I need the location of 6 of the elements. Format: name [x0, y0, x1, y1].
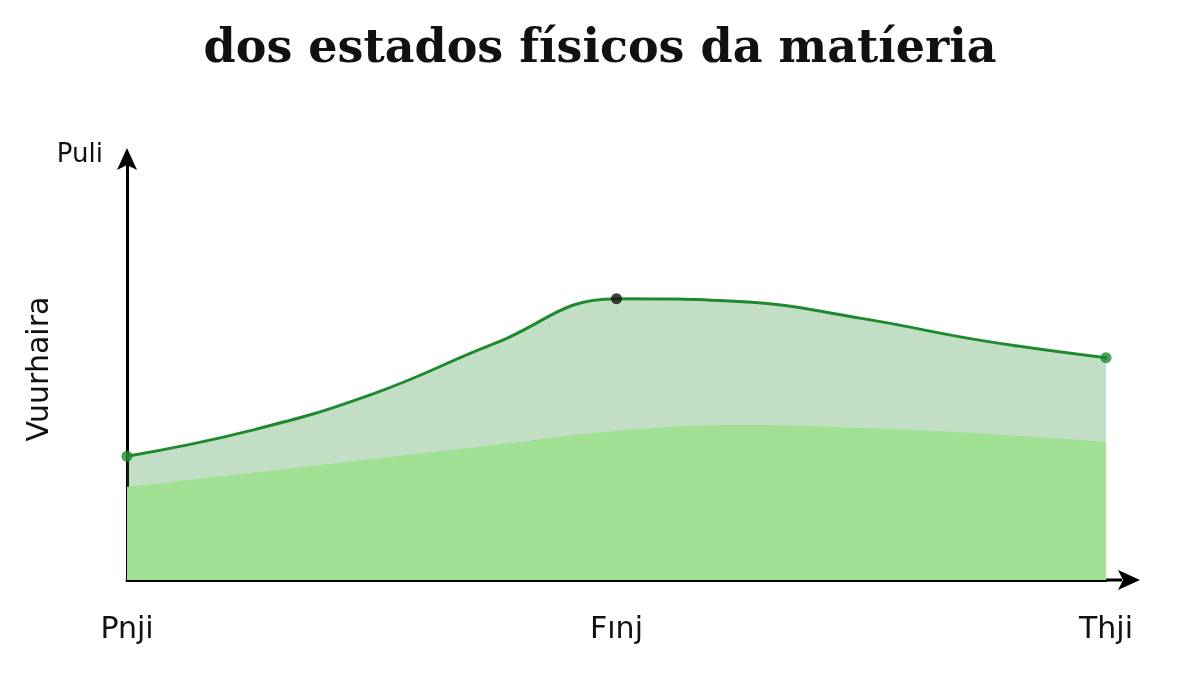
text: Puli [56, 138, 103, 168]
chart-title: dos estados físicos da matíeria [203, 19, 997, 73]
x-tick-label: Pnji [100, 609, 154, 645]
x-tick-label: Fınj [590, 609, 643, 645]
y-axis-title: Vuurhaira [19, 296, 55, 442]
x-tick-label: Thji [1077, 609, 1134, 645]
